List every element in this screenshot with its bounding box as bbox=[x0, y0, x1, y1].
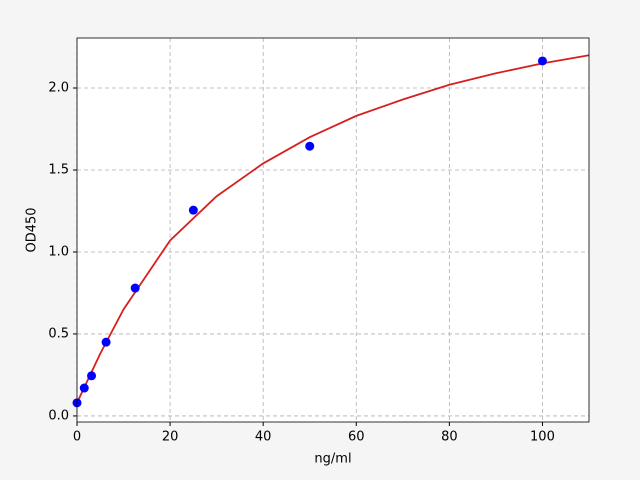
data-point bbox=[101, 337, 111, 347]
data-point bbox=[537, 56, 547, 66]
data-point bbox=[79, 383, 89, 393]
y-axis-label: OD450 bbox=[25, 207, 40, 252]
fit-curve bbox=[76, 54, 590, 404]
plot-area bbox=[77, 38, 589, 422]
y-tick-label: 0.0 bbox=[48, 408, 69, 423]
x-tick-label: 40 bbox=[255, 430, 272, 445]
x-tick-label: 20 bbox=[162, 430, 179, 445]
data-point bbox=[130, 283, 140, 293]
y-tick-label: 1.5 bbox=[48, 162, 69, 177]
x-tick-label: 60 bbox=[348, 430, 365, 445]
y-tick-label: 2.0 bbox=[48, 81, 69, 96]
x-tick-label: 80 bbox=[441, 430, 458, 445]
x-tick-label: 0 bbox=[73, 430, 81, 445]
data-point bbox=[305, 141, 315, 151]
x-axis-label: ng/ml bbox=[314, 452, 351, 467]
plot-frame bbox=[76, 37, 590, 423]
x-tick-label: 100 bbox=[530, 430, 555, 445]
data-point bbox=[87, 371, 97, 381]
y-tick-label: 0.5 bbox=[48, 326, 69, 341]
data-point bbox=[188, 205, 198, 215]
y-tick-label: 1.0 bbox=[48, 244, 69, 259]
